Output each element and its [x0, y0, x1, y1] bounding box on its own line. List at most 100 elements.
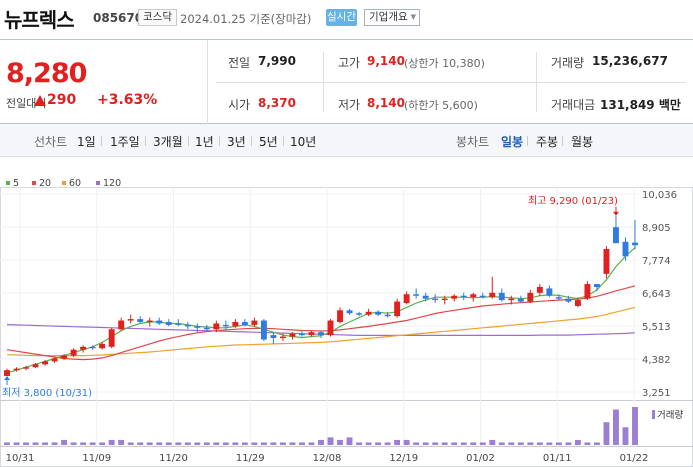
candle-body — [394, 301, 401, 317]
divider — [207, 40, 208, 124]
candle-body — [517, 298, 524, 302]
series-line-ma60 — [6, 306, 636, 357]
volume-bar — [422, 442, 429, 445]
open-label: 시가 — [228, 98, 251, 112]
candle-body — [99, 343, 106, 349]
candle-body — [327, 320, 334, 336]
candle-body — [4, 370, 10, 376]
tab-period-10y[interactable]: 10년 — [290, 135, 317, 149]
volume-bar — [51, 442, 58, 445]
candle-body — [622, 241, 629, 257]
tab-period-3m[interactable]: 3개월 — [153, 135, 183, 149]
candle-body — [270, 335, 277, 339]
realtime-button[interactable]: 실시간 — [326, 9, 357, 26]
candle-body — [527, 292, 534, 302]
volume-bar — [479, 442, 486, 445]
volume-bar — [365, 442, 372, 445]
y-tick-label: 8,905 — [642, 223, 671, 234]
divider — [527, 136, 528, 146]
volume-bar — [565, 442, 572, 445]
volume-bar — [118, 439, 125, 445]
candle-body — [584, 284, 591, 299]
volume-bar — [375, 442, 382, 445]
candle-body — [251, 320, 258, 325]
candle-body — [232, 321, 239, 327]
candle-body — [432, 298, 439, 301]
candle-body — [546, 288, 553, 296]
volume-bar — [394, 439, 401, 445]
candle-body — [508, 298, 515, 301]
y-tick-label: 10,036 — [642, 190, 677, 201]
candle-body — [346, 310, 353, 314]
tab-period-1y[interactable]: 1년 — [195, 135, 214, 149]
volume-bar — [175, 442, 182, 445]
market-badge: 코스닥 — [138, 9, 177, 26]
volume-bar — [613, 409, 619, 445]
candle-body — [318, 332, 324, 336]
volume-bar — [632, 407, 638, 445]
divider — [188, 136, 189, 146]
volume-bar — [279, 442, 286, 445]
candle-body — [413, 294, 420, 296]
x-tick-label: 11/09 — [82, 453, 111, 464]
candle-body — [613, 227, 619, 244]
change-amount: 290 — [47, 92, 77, 108]
y-tick-label: 3,251 — [642, 388, 671, 399]
candle-body — [565, 298, 572, 302]
candle-body — [146, 320, 153, 322]
upper-limit: (상한가 10,380) — [404, 57, 485, 70]
legend-ma60: 60 — [69, 178, 82, 189]
candle-body — [470, 294, 477, 298]
candle-body — [194, 326, 201, 328]
candle-body — [384, 314, 391, 317]
volume-bar — [555, 442, 562, 445]
prev-close-value: 7,990 — [258, 54, 296, 68]
volume-bar — [584, 442, 591, 445]
tab-period-1d[interactable]: 1일 — [77, 135, 96, 149]
company-overview-dropdown[interactable]: 기업개요 ▼ — [364, 9, 420, 26]
y-tick-label: 4,382 — [642, 355, 671, 366]
tab-period-5y[interactable]: 5년 — [259, 135, 278, 149]
volume-bar — [517, 442, 524, 445]
candlestick-chart[interactable]: 10,036 8,905 7,774 6,643 5,513 4,382 3,251 10/3… — [0, 187, 693, 467]
low-arrow-icon — [4, 375, 10, 380]
trade-value: 131,849 백만 — [600, 98, 681, 112]
volume-bar — [4, 442, 10, 445]
volume-bar — [194, 442, 201, 445]
volume-bar — [70, 442, 77, 445]
y-tick-label: 6,643 — [642, 289, 671, 300]
volume-bar — [460, 442, 467, 445]
x-tick-label: 01/11 — [543, 453, 572, 464]
volume-bar — [61, 439, 68, 445]
high-arrow-icon — [612, 211, 619, 216]
volume-bar — [89, 442, 96, 445]
volume-bar — [203, 442, 210, 445]
volume-bar — [318, 439, 324, 445]
candle-body — [289, 333, 296, 337]
tab-period-3y[interactable]: 3년 — [227, 135, 246, 149]
x-tick-label: 12/19 — [389, 453, 418, 464]
tab-candle-chart[interactable]: 봉차트 — [456, 135, 490, 149]
tab-weekly-candle[interactable]: 주봉 — [536, 135, 559, 149]
divider — [283, 136, 284, 146]
candle-body — [375, 311, 382, 315]
tab-daily-candle[interactable]: 일봉 — [501, 135, 524, 149]
volume-bar — [184, 442, 191, 445]
stock-header: 뉴프렉스 085670 코스닥 2024.01.25 기준(장마감) 실시간 기… — [0, 0, 693, 40]
candle-body — [498, 292, 505, 301]
x-tick-label: 11/29 — [236, 453, 265, 464]
volume-bar — [546, 442, 553, 445]
tab-line-chart[interactable]: 선차트 — [34, 135, 68, 149]
low-annotation: 최저 3,800 (10/31) — [2, 387, 92, 399]
tab-period-1w[interactable]: 1주일 — [110, 135, 140, 149]
candle-body — [632, 242, 638, 246]
candle-body — [213, 323, 220, 330]
volume-bar — [413, 442, 420, 445]
x-tick-label: 01/02 — [466, 453, 495, 464]
volume-bar — [441, 442, 448, 445]
candle-body — [184, 324, 191, 327]
candle-body — [555, 297, 562, 299]
volume-bar — [593, 442, 600, 445]
candle-body — [593, 284, 600, 287]
tab-monthly-candle[interactable]: 월봉 — [571, 135, 594, 149]
